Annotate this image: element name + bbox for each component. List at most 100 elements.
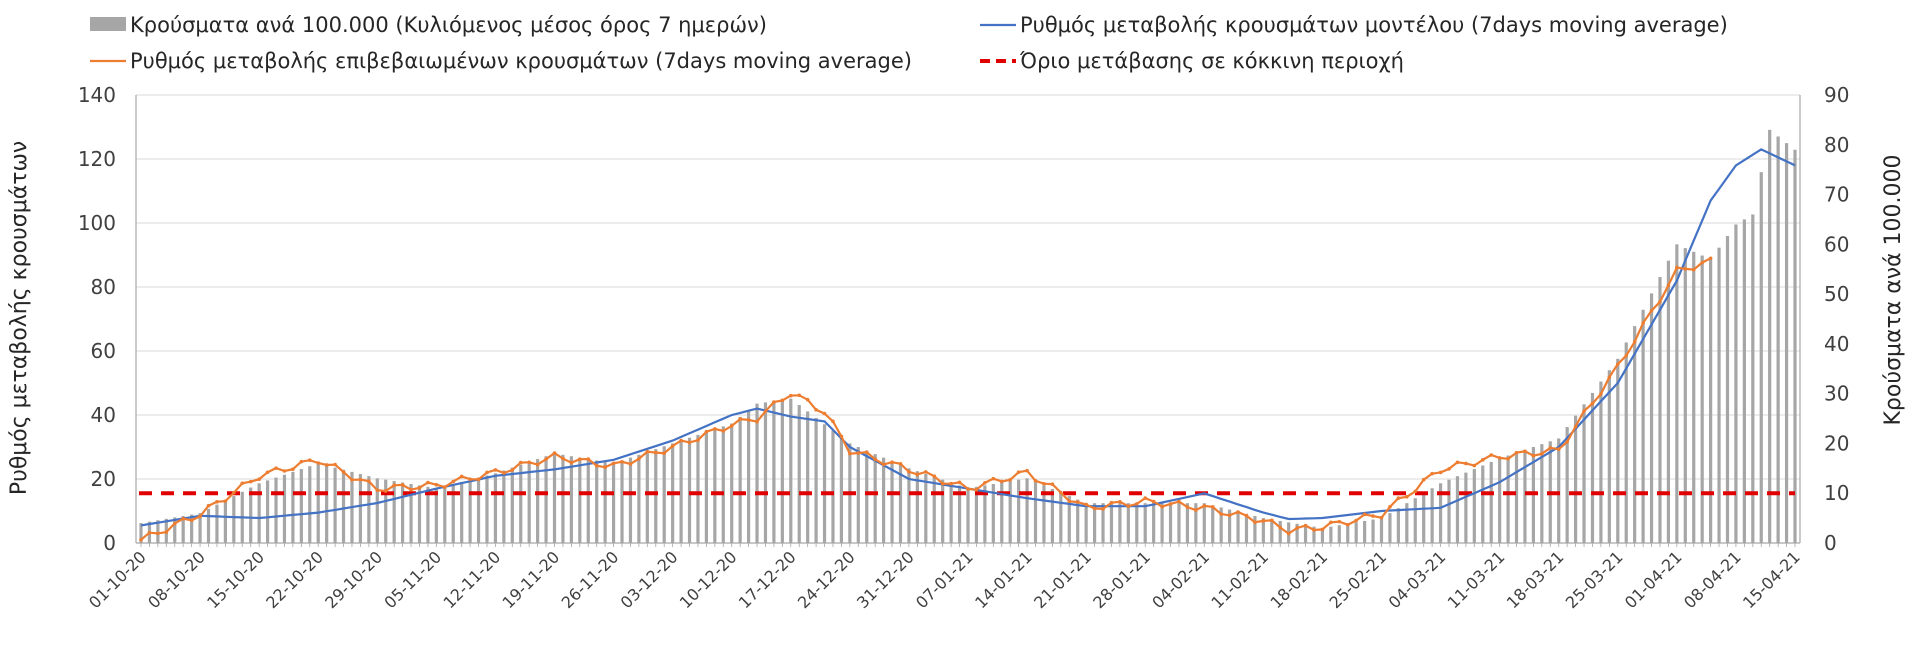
confirmed-point <box>510 468 515 472</box>
confirmed-point <box>189 518 194 523</box>
confirmed-point <box>713 427 717 431</box>
bar <box>1447 479 1451 543</box>
bar <box>1303 525 1308 543</box>
confirmed-point <box>831 419 835 424</box>
confirmed-point <box>1447 467 1451 471</box>
lines-layer <box>139 148 1796 542</box>
bar <box>1244 513 1249 543</box>
confirmed-point <box>670 444 675 448</box>
bar <box>1017 479 1021 543</box>
confirmed-point <box>1084 502 1088 507</box>
bar <box>1261 518 1265 543</box>
bar <box>1025 478 1029 543</box>
confirmed-point <box>1185 505 1190 509</box>
confirmed-point <box>1278 525 1283 530</box>
confirmed-point <box>1253 520 1257 525</box>
confirmed-point <box>493 468 498 472</box>
legend: Κρούσματα ανά 100.000 (Κυλιόμενος μέσος … <box>90 13 1728 73</box>
y-left-tick-label: 20 <box>91 467 116 491</box>
confirmed-point <box>1632 340 1637 344</box>
bar <box>856 447 860 543</box>
confirmed-point <box>358 477 363 482</box>
bar <box>392 481 396 543</box>
bar <box>974 486 979 543</box>
bar <box>1160 503 1164 543</box>
bar <box>1734 224 1738 543</box>
bar <box>510 467 514 543</box>
confirmed-point <box>1658 299 1662 304</box>
y-left-tick-label: 120 <box>78 147 116 171</box>
confirmed-point <box>586 457 591 461</box>
confirmed-point <box>248 479 253 484</box>
x-tick-label: 25-03-21 <box>1562 547 1627 612</box>
x-tick-label: 01-10-20 <box>85 547 150 612</box>
bar <box>1236 511 1240 543</box>
bar <box>139 523 143 543</box>
confirmed-point <box>1396 496 1401 500</box>
bar <box>1717 247 1721 543</box>
confirmed-point <box>1362 512 1367 517</box>
confirmed-point <box>341 470 346 474</box>
bar <box>1675 244 1679 544</box>
bar <box>1211 505 1215 543</box>
bar <box>1050 488 1054 543</box>
bar <box>1042 485 1046 543</box>
x-tick-label: 11-03-21 <box>1444 547 1509 612</box>
bar <box>1742 219 1746 543</box>
y-right-tick-label: 0 <box>1824 531 1837 555</box>
confirmed-point <box>1210 505 1215 509</box>
confirmed-point <box>797 393 802 398</box>
confirmed-point <box>265 470 270 475</box>
confirmed-point <box>350 477 354 482</box>
confirmed-point <box>974 487 979 492</box>
bar <box>325 465 329 543</box>
bar <box>789 398 793 543</box>
confirmed-point <box>307 458 312 463</box>
bar <box>1472 469 1476 543</box>
bar <box>1219 507 1223 543</box>
confirmed-point <box>1666 283 1671 288</box>
bar <box>527 461 531 543</box>
confirmed-point <box>206 503 211 508</box>
confirmed-point <box>1573 424 1578 429</box>
confirmed-point <box>409 487 413 492</box>
y-left-tick-label: 60 <box>91 339 116 363</box>
bars-layer <box>139 129 1797 544</box>
bar <box>628 457 633 543</box>
confirmed-point <box>1329 520 1333 525</box>
confirmed-point <box>780 398 785 403</box>
confirmed-point <box>848 451 852 456</box>
confirmed-point <box>772 400 776 404</box>
bar <box>915 471 919 543</box>
bar <box>1388 513 1392 543</box>
bar <box>223 500 227 543</box>
bar <box>181 515 185 543</box>
confirmed-point <box>1582 409 1586 413</box>
confirmed-point <box>1042 481 1046 486</box>
bar <box>595 460 599 543</box>
confirmed-point <box>1067 499 1072 504</box>
confirmed-point <box>1160 504 1164 509</box>
x-tick-label: 19-11-20 <box>499 547 564 612</box>
legend-label-model: Ρυθμός μεταβολής κρουσμάτων μοντέλου (7d… <box>1020 13 1728 37</box>
confirmed-point <box>645 449 650 454</box>
confirmed-point <box>1244 513 1249 518</box>
bar <box>1514 452 1519 543</box>
confirmed-point <box>1649 308 1654 313</box>
bar <box>957 485 962 543</box>
bar <box>493 473 498 543</box>
bar <box>991 483 995 543</box>
bar <box>1312 526 1316 543</box>
bar <box>1295 523 1299 543</box>
confirmed-point <box>1497 456 1502 460</box>
bar <box>1371 519 1375 543</box>
confirmed-point <box>1489 453 1494 457</box>
confirmed-point <box>738 417 742 421</box>
confirmed-point <box>147 530 152 535</box>
bar <box>966 488 970 543</box>
confirmed-point <box>383 489 388 493</box>
confirmed-point <box>139 538 143 542</box>
confirmed-point <box>1388 505 1392 509</box>
confirmed-point <box>696 438 700 442</box>
confirmed-point <box>721 429 726 433</box>
